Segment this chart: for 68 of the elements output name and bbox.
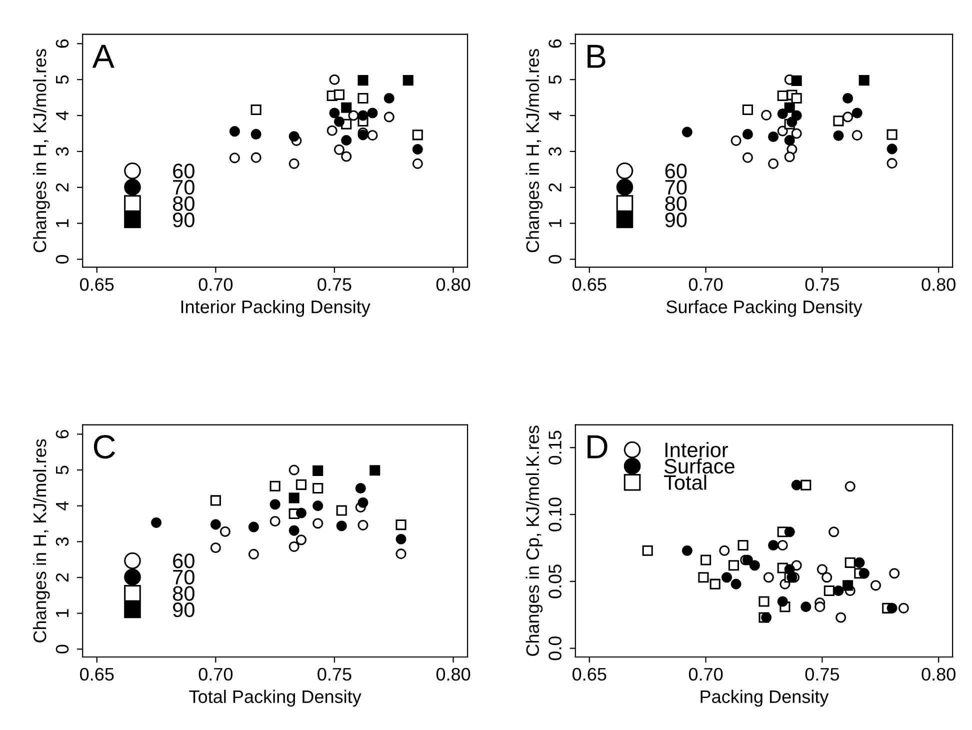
y-axis-title: Changes in H, KJ/mol.res	[526, 49, 543, 252]
y-tick-label: 0	[56, 644, 69, 654]
y-tick-label: 0	[548, 254, 562, 264]
x-axis-title: Packing Density	[700, 690, 829, 707]
y-tick-label: 5	[56, 75, 69, 84]
x-tick-label: 0.70	[198, 668, 233, 681]
y-tick-label: 1	[548, 219, 562, 227]
legend-label: 70	[173, 180, 194, 195]
x-axis-title: Total Packing Density	[189, 690, 362, 707]
x-tick-label: 0.80	[922, 278, 956, 291]
legend-label: 80	[172, 586, 194, 601]
x-tick-label: 0.70	[688, 278, 723, 291]
y-tick-label: 6	[56, 39, 69, 48]
x-axis-title: Interior Packing Density	[181, 300, 370, 317]
y-tick-label: 3	[548, 147, 562, 156]
legend-label: Total	[664, 474, 706, 490]
legend-label: Surface	[664, 458, 734, 474]
x-axis-title: Surface Packing Density	[666, 300, 862, 317]
y-axis-title: Changes in H, KJ/mol.res	[32, 439, 50, 642]
y-tick-label: 0.05	[548, 564, 562, 598]
y-tick-label: 2	[56, 183, 68, 192]
x-tick-label: 0.70	[198, 278, 233, 291]
legend-label: 80	[172, 196, 194, 211]
legend-label: 70	[665, 180, 687, 195]
chart-title: B	[588, 44, 606, 68]
y-tick-label: 0	[56, 254, 69, 264]
y-tick-label: 1	[56, 609, 68, 617]
y-tick-label: 4	[548, 111, 562, 120]
y-axis-title: Changes in H, KJ/mol.res	[32, 49, 50, 252]
y-tick-label: 0.0	[548, 636, 562, 660]
y-tick-label: 6	[56, 430, 69, 438]
x-tick-label: 0.80	[922, 668, 956, 681]
y-tick-label: 2	[548, 183, 562, 192]
x-tick-label: 0.65	[80, 278, 114, 291]
x-tick-label: 0.75	[318, 668, 352, 681]
legend-label: 90	[665, 212, 687, 228]
x-tick-label: 0.65	[572, 278, 606, 291]
legend-label: 60	[173, 554, 194, 568]
y-tick-label: 3	[56, 537, 69, 546]
x-tick-label: 0.70	[688, 668, 723, 681]
y-tick-label: 6	[548, 39, 562, 48]
y-tick-label: 5	[548, 75, 562, 84]
y-tick-label: 0.15	[548, 430, 562, 464]
y-tick-label: 1	[56, 219, 68, 227]
legend-label: 60	[665, 164, 687, 178]
legend-label: 90	[173, 212, 194, 228]
x-tick-label: 0.80	[436, 668, 470, 681]
x-tick-label: 0.75	[805, 668, 840, 681]
x-tick-label: 0.65	[80, 668, 114, 681]
y-tick-label: 2	[56, 573, 68, 582]
legend-label: 80	[665, 196, 687, 211]
legend-label: Interior	[665, 442, 728, 458]
y-axis-title: Changes in Cp, KJ/mol.K.res	[526, 426, 543, 656]
x-tick-label: 0.75	[805, 278, 840, 291]
chart-title: D	[588, 435, 608, 458]
chart-title: A	[92, 44, 114, 68]
y-tick-label: 4	[56, 501, 68, 510]
y-tick-label: 0.10	[548, 498, 562, 532]
legend-label: 60	[173, 164, 194, 178]
x-tick-label: 0.65	[572, 668, 606, 681]
x-tick-label: 0.75	[318, 278, 352, 291]
legend-label: 90	[173, 602, 194, 618]
chart-title: C	[94, 435, 116, 459]
y-tick-label: 4	[56, 111, 68, 120]
legend-label: 70	[173, 570, 194, 585]
y-tick-label: 5	[56, 466, 69, 474]
y-tick-label: 3	[56, 147, 69, 156]
x-tick-label: 0.80	[436, 278, 470, 291]
